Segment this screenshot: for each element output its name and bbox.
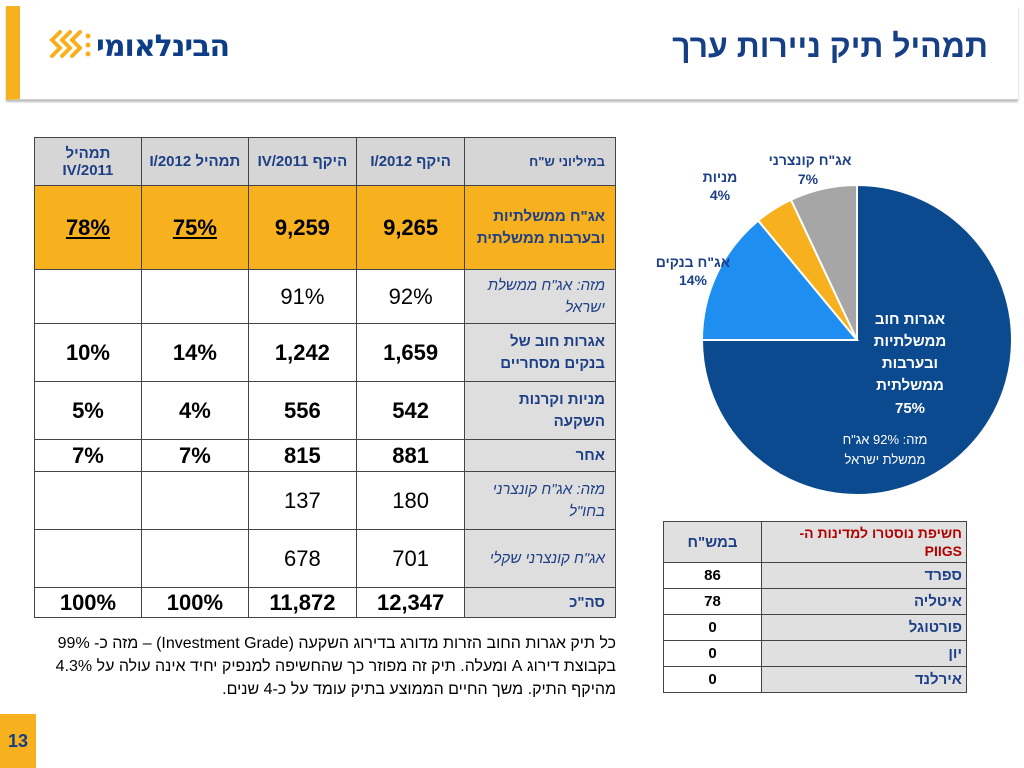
cell-value: 5% — [34, 381, 142, 440]
cell-value: 10% — [34, 323, 142, 382]
pie-label-gov: ממשלתיות — [874, 333, 947, 350]
cell-value: 92% — [355, 269, 466, 324]
piigs-value: 0 — [663, 614, 762, 641]
page-number: 13 — [0, 714, 36, 768]
cell-value: 78% — [65, 214, 110, 240]
table-row: אג"ח קונצרני שקלי 701 678 — [34, 529, 616, 588]
cell-value: 137 — [247, 471, 357, 530]
cell-value: 7% — [34, 439, 142, 472]
cell-value — [34, 269, 142, 324]
row-label: סה"כ — [464, 587, 616, 618]
cell-value: 9,265 — [355, 185, 466, 270]
pie-label-gov: ובערבות — [882, 355, 938, 372]
cell-value: 100% — [140, 587, 249, 618]
header-units: במיליוני ש"ח — [464, 137, 616, 186]
cell-value — [34, 471, 142, 530]
piigs-table: חשיפת נוסטרו למדינות ה- PIIGS במש"ח ספרד… — [663, 521, 967, 693]
cell-value: 1,242 — [247, 323, 357, 382]
portfolio-pie-chart: אגרות חוב ממשלתיות ובערבות ממשלתית 75% מ… — [656, 152, 1013, 496]
table-row: יון 0 — [663, 640, 967, 667]
pie-label-corp-pct: 7% — [798, 171, 819, 187]
cell-value: 14% — [140, 323, 249, 382]
piigs-country: אירלנד — [761, 666, 967, 693]
pie-label-corp: אג"ח קונצרני — [769, 152, 852, 168]
piigs-value: 78 — [663, 588, 762, 615]
table-total-row: סה"כ 12,347 11,872 100% 100% — [34, 587, 616, 618]
cell-value: 4% — [140, 381, 249, 440]
row-label: אג"ח ממשלתיות ובערבות ממשלתית — [464, 185, 616, 270]
cell-value: 180 — [355, 471, 466, 530]
table-row: אירלנד 0 — [663, 666, 967, 693]
pie-label-stocks-pct: 4% — [710, 187, 731, 203]
cell-value — [34, 529, 142, 588]
pie-slice-gov — [700, 183, 1013, 496]
pie-label-gov: ממשלתית — [876, 377, 944, 394]
pie-sublabel-gov: מזה: 92% אג"ח — [843, 432, 928, 447]
table-row: ספרד 86 — [663, 562, 967, 589]
table-row: מזה: אג"ח קונצרני בחו"ל 180 137 — [34, 471, 616, 530]
cell-value: 75% — [172, 214, 217, 240]
row-label: מזה: אג"ח קונצרני בחו"ל — [464, 471, 616, 530]
pie-label-gov: אגרות חוב — [875, 311, 945, 328]
piigs-value: 0 — [663, 640, 762, 667]
piigs-country: פורטוגל — [761, 614, 967, 641]
piigs-country: יון — [761, 640, 967, 667]
header-col: היקף IV/2011 — [247, 137, 357, 186]
cell-value: 556 — [247, 381, 357, 440]
page-title: תמהיל תיק ניירות ערך — [672, 28, 988, 64]
table-row: אג"ח ממשלתיות ובערבות ממשלתית 9,265 9,25… — [34, 185, 616, 270]
pie-label-gov-pct: 75% — [895, 400, 925, 417]
cell-value: 542 — [355, 381, 466, 440]
piigs-header-row: חשיפת נוסטרו למדינות ה- PIIGS במש"ח — [663, 521, 967, 563]
pie-label-banks: אג"ח בנקים — [656, 254, 731, 270]
table-row: מזה: אג"ח ממשלת ישראל 92% 91% — [34, 269, 616, 324]
footnote-text: כל תיק אגרות החוב הזרות מדורג בדירוג השק… — [55, 635, 616, 698]
piigs-header-unit: במש"ח — [663, 521, 762, 563]
cell-value: 12,347 — [355, 587, 466, 618]
cell-value: 7% — [140, 439, 249, 472]
cell-value — [140, 471, 249, 530]
piigs-header-label: חשיפת נוסטרו למדינות ה- PIIGS — [761, 521, 967, 563]
logo: הבינלאומי — [48, 28, 230, 64]
table-row: מניות וקרנות השקעה 542 556 4% 5% — [34, 381, 616, 440]
pie-sublabel-gov: ממשלת ישראל — [844, 452, 925, 467]
cell-value: 100% — [34, 587, 142, 618]
cell-value: 91% — [247, 269, 357, 324]
piigs-value: 0 — [663, 666, 762, 693]
cell-value: 701 — [355, 529, 466, 588]
cell-value: 9,259 — [247, 185, 357, 270]
slide-header: הבינלאומי תמהיל תיק ניירות ערך — [6, 6, 1018, 100]
row-label: אחר — [464, 439, 616, 472]
header-col: תמהיל I/2012 — [140, 137, 249, 186]
table-header-row: במיליוני ש"ח היקף I/2012 היקף IV/2011 תמ… — [34, 137, 616, 186]
cell-value — [140, 269, 249, 324]
cell-value: 881 — [355, 439, 466, 472]
header-col: היקף I/2012 — [355, 137, 466, 186]
piigs-country: ספרד — [761, 562, 967, 589]
row-label: מזה: אג"ח ממשלת ישראל — [464, 269, 616, 324]
cell-value: 678 — [247, 529, 357, 588]
table-row: אגרות חוב של בנקים מסחריים 1,659 1,242 1… — [34, 323, 616, 382]
pie-slice-corporate — [789, 183, 858, 341]
row-label: אג"ח קונצרני שקלי — [464, 529, 616, 588]
cell-value: 11,872 — [247, 587, 357, 618]
row-label: מניות וקרנות השקעה — [464, 381, 616, 440]
table-row: אחר 881 815 7% 7% — [34, 439, 616, 472]
logo-chevron-icon — [49, 30, 91, 58]
portfolio-table: במיליוני ש"ח היקף I/2012 היקף IV/2011 תמ… — [34, 137, 616, 618]
pie-label-stocks: מניות — [703, 169, 738, 185]
pie-label-banks-pct: 14% — [679, 272, 708, 288]
table-row: פורטוגל 0 — [663, 614, 967, 641]
cell-value: 1,659 — [355, 323, 466, 382]
piigs-country: איטליה — [761, 588, 967, 615]
cell-value — [140, 529, 249, 588]
row-label: אגרות חוב של בנקים מסחריים — [464, 323, 616, 382]
header-col: תמהיל IV/2011 — [34, 137, 142, 186]
cell-value: 815 — [247, 439, 357, 472]
table-row: איטליה 78 — [663, 588, 967, 615]
logo-text: הבינלאומי — [96, 28, 230, 64]
pie-slice-banks — [700, 219, 860, 341]
piigs-value: 86 — [663, 562, 762, 589]
